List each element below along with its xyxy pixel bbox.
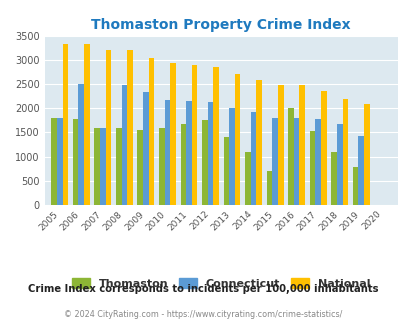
Text: © 2024 CityRating.com - https://www.cityrating.com/crime-statistics/: © 2024 CityRating.com - https://www.city… bbox=[64, 311, 341, 319]
Bar bbox=[170, 63, 175, 205]
Bar bbox=[121, 85, 127, 205]
Bar bbox=[78, 84, 84, 205]
Bar bbox=[299, 85, 304, 205]
Bar bbox=[293, 118, 299, 205]
Bar bbox=[127, 50, 132, 205]
Bar bbox=[148, 58, 154, 205]
Bar bbox=[116, 128, 121, 205]
Title: Thomaston Property Crime Index: Thomaston Property Crime Index bbox=[91, 18, 350, 32]
Bar bbox=[288, 109, 293, 205]
Bar bbox=[191, 65, 197, 205]
Bar bbox=[277, 85, 283, 205]
Bar bbox=[245, 152, 250, 205]
Bar bbox=[250, 112, 256, 205]
Bar bbox=[72, 119, 78, 205]
Bar bbox=[100, 128, 105, 205]
Bar bbox=[272, 118, 277, 205]
Bar bbox=[229, 109, 234, 205]
Bar bbox=[336, 124, 342, 205]
Bar bbox=[180, 123, 186, 205]
Bar bbox=[266, 171, 272, 205]
Bar bbox=[62, 44, 68, 205]
Bar bbox=[159, 128, 164, 205]
Bar bbox=[363, 104, 369, 205]
Bar bbox=[57, 118, 62, 205]
Bar bbox=[164, 100, 170, 205]
Bar bbox=[315, 119, 320, 205]
Bar bbox=[186, 101, 191, 205]
Bar bbox=[256, 80, 261, 205]
Bar bbox=[330, 152, 336, 205]
Bar bbox=[207, 102, 213, 205]
Bar bbox=[352, 167, 358, 205]
Bar bbox=[223, 137, 229, 205]
Bar bbox=[51, 118, 57, 205]
Text: Crime Index corresponds to incidents per 100,000 inhabitants: Crime Index corresponds to incidents per… bbox=[28, 284, 377, 294]
Bar bbox=[143, 92, 148, 205]
Bar bbox=[84, 44, 90, 205]
Bar bbox=[105, 50, 111, 205]
Bar bbox=[202, 120, 207, 205]
Bar bbox=[342, 99, 347, 205]
Bar bbox=[309, 131, 315, 205]
Bar bbox=[137, 130, 143, 205]
Bar bbox=[94, 128, 100, 205]
Bar bbox=[213, 67, 218, 205]
Bar bbox=[358, 136, 363, 205]
Bar bbox=[234, 74, 240, 205]
Bar bbox=[320, 91, 326, 205]
Legend: Thomaston, Connecticut, National: Thomaston, Connecticut, National bbox=[67, 274, 374, 293]
